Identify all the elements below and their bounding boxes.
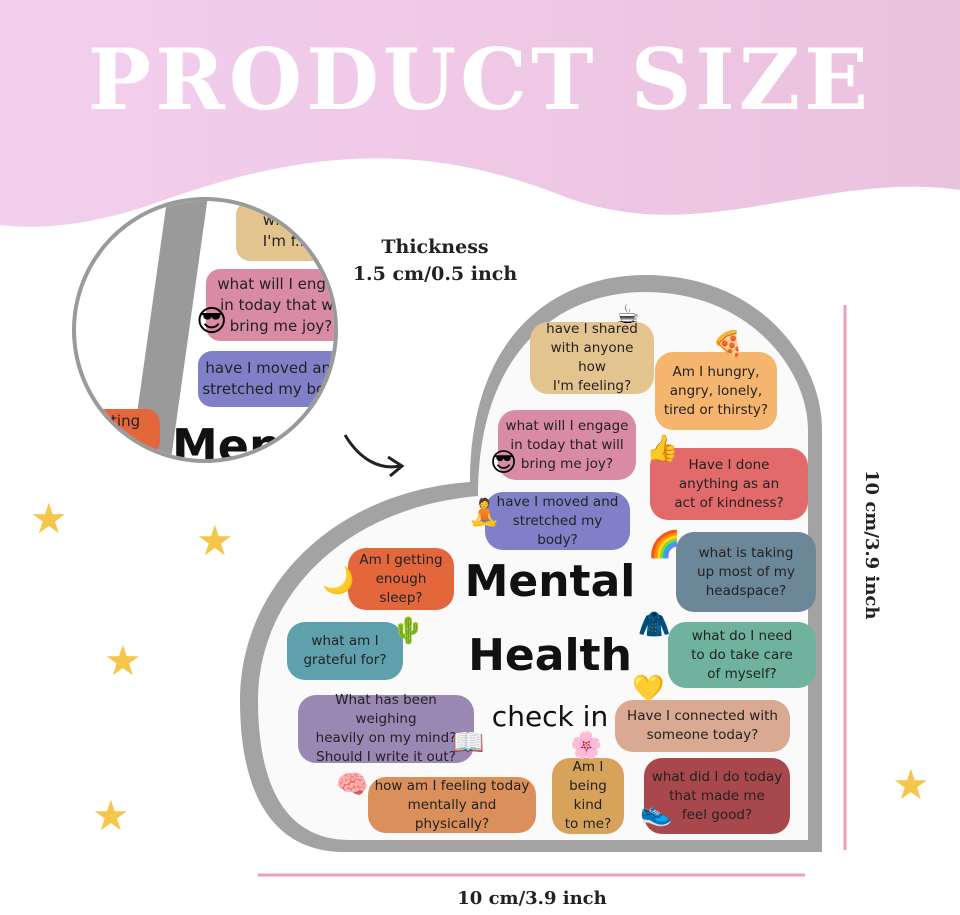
question-bubble: what did I do today that made me feel go… <box>644 758 790 834</box>
question-bubble: what is taking up most of my headspace? <box>676 532 816 612</box>
arrow-icon <box>343 434 401 469</box>
mug-icon: ☕ <box>616 300 640 330</box>
question-bubble: Have I connected with someone today? <box>615 700 790 752</box>
rainbow-icon: 🌈 <box>648 530 681 560</box>
height-label: 10 cm/3.9 inch <box>861 470 882 620</box>
moon-icon: 🌙 <box>322 566 355 596</box>
yoga-figure-icon: 🧘 <box>468 498 501 528</box>
question-bubble: Have I done anything as an act of kindne… <box>650 448 808 520</box>
inset-bubble: with... I'm f... <box>236 201 334 261</box>
thickness-value: 1.5 cm/0.5 inch <box>352 263 518 285</box>
product-title-checkin: check in <box>491 700 609 733</box>
question-bubble: what am I grateful for? <box>287 622 403 680</box>
inset-bubble: have I moved and stretched my body <box>198 351 334 407</box>
thickness-label: Thickness 1.5 cm/0.5 inch <box>330 234 540 288</box>
notebook-icon: 📖 <box>452 728 485 758</box>
star-icon: ★ <box>104 636 142 685</box>
inset-bubble: etting p? <box>76 409 160 455</box>
star-icon: ★ <box>892 760 930 809</box>
thumbs-up-icon: 👍 <box>646 434 679 464</box>
brain-icon: 🧠 <box>336 770 369 800</box>
question-bubble: how am I feeling today mentally and phys… <box>368 777 536 833</box>
thickness-zoom-inset: with... I'm f... what will I engag in to… <box>72 197 338 463</box>
question-bubble: What has been weighing heavily on my min… <box>298 692 474 765</box>
thickness-title: Thickness <box>381 236 489 258</box>
star-icon: ★ <box>30 494 68 543</box>
inset-title-fragment: Men <box>172 419 282 463</box>
question-bubble: Am I hungry, angry, lonely, tired or thi… <box>655 352 777 430</box>
question-bubble: Am I being kind to me? <box>552 758 624 834</box>
product-title-mental: Mental <box>464 556 636 607</box>
question-bubble: what do I need to do take care of myself… <box>668 622 816 688</box>
hearts-icon: 💛 <box>632 674 665 704</box>
sunglasses-emoji-icon: 😎 <box>490 448 518 478</box>
banner-title: PRODUCT SIZE <box>87 30 873 129</box>
pizza-icon: 🍕 <box>712 330 745 360</box>
product-title-health: Health <box>468 630 632 681</box>
question-bubble: Am I getting enough sleep? <box>348 548 454 610</box>
banner-wave <box>0 0 960 227</box>
inset-bubble: what will I engag in today that wil brin… <box>206 269 334 341</box>
sneaker-icon: 👟 <box>640 798 673 828</box>
width-label: 10 cm/3.9 inch <box>457 888 607 909</box>
star-icon: ★ <box>196 516 234 565</box>
question-bubble: have I shared with anyone how I'm feelin… <box>530 321 654 394</box>
jacket-icon: 🧥 <box>638 610 671 640</box>
question-bubble: what will I engage in today that will br… <box>498 410 636 480</box>
cactus-icon: 🌵 <box>392 616 425 646</box>
question-bubble: have I moved and stretched my body? <box>485 492 630 550</box>
sunglasses-emoji-icon: 😎 <box>196 304 228 339</box>
star-icon: ★ <box>92 791 130 840</box>
flower-icon: 🌸 <box>570 731 603 761</box>
